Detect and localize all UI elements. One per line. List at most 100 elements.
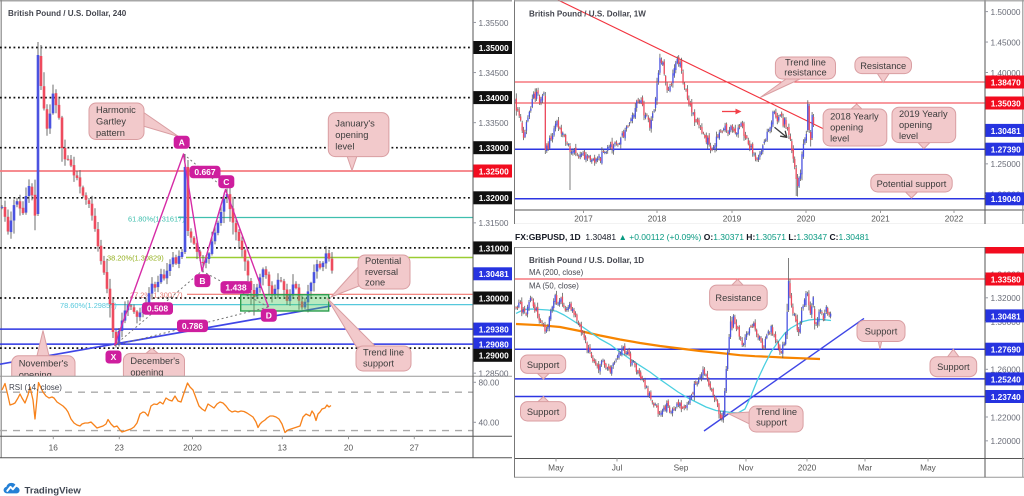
svg-text:Jul: Jul [612, 463, 623, 473]
svg-text:support: support [363, 359, 394, 369]
svg-text:1.27390: 1.27390 [991, 145, 1021, 155]
svg-text:0.667: 0.667 [194, 167, 216, 177]
svg-text:2019 Yearly: 2019 Yearly [899, 109, 948, 119]
svg-text:1.34000: 1.34000 [479, 93, 509, 103]
svg-text:80.00: 80.00 [479, 378, 500, 388]
svg-text:1.35500: 1.35500 [479, 18, 509, 28]
svg-text:Gartley: Gartley [96, 117, 126, 127]
svg-text:resistance: resistance [784, 68, 826, 78]
svg-text:2021: 2021 [871, 214, 890, 224]
svg-text:1.19040: 1.19040 [991, 194, 1021, 204]
svg-text:level: level [335, 141, 354, 151]
svg-text:level: level [899, 131, 918, 141]
svg-text:MA (200, close): MA (200, close) [529, 268, 584, 277]
svg-text:opening: opening [899, 120, 932, 130]
svg-text:opening: opening [19, 370, 52, 380]
svg-text:1.50000: 1.50000 [991, 7, 1021, 17]
svg-text:1.23740: 1.23740 [991, 392, 1021, 402]
svg-text:1.33000: 1.33000 [479, 143, 509, 153]
svg-text:Trend line: Trend line [363, 348, 404, 358]
svg-text:1.25000: 1.25000 [991, 159, 1021, 169]
svg-text:D: D [266, 311, 272, 321]
svg-text:Nov: Nov [739, 463, 755, 473]
svg-text:Potential support: Potential support [877, 179, 947, 189]
svg-text:61.80%(1.31617): 61.80%(1.31617) [128, 215, 185, 224]
svg-text:C: C [223, 177, 229, 187]
svg-text:1.27690: 1.27690 [991, 345, 1021, 355]
svg-text:38.20%(1.30829): 38.20%(1.30829) [107, 254, 164, 263]
svg-text:1.30000: 1.30000 [479, 293, 509, 303]
svg-text:May: May [548, 463, 565, 473]
svg-text:Harmonic: Harmonic [96, 105, 136, 115]
svg-text:1.34500: 1.34500 [479, 68, 509, 78]
svg-text:British Pound / U.S. Dollar, 1: British Pound / U.S. Dollar, 1W [529, 10, 646, 19]
svg-text:1.45000: 1.45000 [991, 37, 1021, 47]
svg-text:2022: 2022 [945, 214, 964, 224]
svg-text:pattern: pattern [96, 128, 125, 138]
svg-text:1.35000: 1.35000 [479, 43, 509, 53]
svg-text:British Pound / U.S. Dollar, 2: British Pound / U.S. Dollar, 240 [8, 9, 127, 18]
svg-text:1.22000: 1.22000 [991, 412, 1021, 422]
svg-text:2020: 2020 [798, 463, 817, 473]
svg-text:Trend line: Trend line [785, 58, 826, 68]
svg-text:1.20000: 1.20000 [991, 436, 1021, 446]
svg-text:1.29080: 1.29080 [479, 340, 509, 350]
svg-text:1.438: 1.438 [225, 283, 247, 293]
svg-text:Potential: Potential [365, 256, 401, 266]
svg-text:Resistance: Resistance [715, 293, 761, 303]
svg-text:1.25240: 1.25240 [991, 374, 1021, 384]
svg-text:1.31000: 1.31000 [479, 243, 509, 253]
svg-text:November's: November's [19, 358, 69, 368]
svg-text:2017: 2017 [574, 214, 593, 224]
svg-text:1.29380: 1.29380 [479, 325, 509, 335]
svg-text:level: level [830, 134, 849, 144]
svg-text:RSI (14, close): RSI (14, close) [9, 383, 62, 392]
svg-text:0.508: 0.508 [147, 304, 169, 314]
svg-text:1.35030: 1.35030 [991, 98, 1021, 108]
svg-text:Support: Support [527, 407, 560, 417]
svg-text:Support: Support [527, 360, 560, 370]
svg-text:2020: 2020 [797, 214, 816, 224]
svg-text:1.30481: 1.30481 [991, 126, 1021, 136]
svg-text:1.32000: 1.32000 [991, 293, 1021, 303]
svg-text:0.786: 0.786 [182, 321, 204, 331]
svg-text:opening: opening [335, 130, 368, 140]
svg-text:opening: opening [830, 123, 863, 133]
svg-text:Sep: Sep [674, 463, 689, 473]
svg-text:support: support [756, 418, 787, 428]
svg-text:Resistance: Resistance [860, 61, 906, 71]
svg-text:X: X [111, 352, 117, 362]
svg-text:MA (50, close): MA (50, close) [529, 282, 579, 291]
svg-text:1.32500: 1.32500 [479, 166, 509, 176]
svg-text:1.32000: 1.32000 [479, 193, 509, 203]
svg-text:B: B [199, 276, 205, 286]
svg-text:reversal: reversal [365, 267, 398, 277]
svg-text:78.60%(1.29857): 78.60%(1.29857) [60, 301, 117, 310]
svg-text:20: 20 [344, 443, 354, 453]
svg-text:Support: Support [865, 327, 898, 337]
svg-text:FX:GBPUSD, 1D 1.30481 ▲ +0.00: FX:GBPUSD, 1D 1.30481 ▲ +0.00112 (+0.09%… [515, 232, 869, 242]
svg-text:23: 23 [115, 443, 125, 453]
svg-text:1.30481: 1.30481 [479, 269, 509, 279]
svg-text:1.29000: 1.29000 [479, 351, 509, 361]
svg-text:1.30481: 1.30481 [991, 311, 1021, 321]
svg-text:Support: Support [937, 362, 970, 372]
svg-text:2018: 2018 [648, 214, 667, 224]
svg-text:40.00: 40.00 [479, 418, 500, 428]
svg-text:1.33500: 1.33500 [479, 118, 509, 128]
svg-text:2018 Yearly: 2018 Yearly [830, 112, 879, 122]
svg-text:British Pound / U.S. Dollar, 1: British Pound / U.S. Dollar, 1D [529, 256, 644, 265]
svg-text:27.2%(1.30077): 27.2%(1.30077) [130, 291, 183, 300]
svg-text:2019: 2019 [723, 214, 742, 224]
svg-text:A: A [179, 138, 185, 148]
svg-text:16: 16 [49, 443, 59, 453]
svg-text:January's: January's [335, 118, 375, 128]
svg-text:zone: zone [365, 278, 385, 288]
svg-text:1.31500: 1.31500 [479, 218, 509, 228]
svg-text:2020: 2020 [183, 443, 202, 453]
svg-text:Trend line: Trend line [756, 407, 797, 417]
svg-text:13: 13 [278, 443, 288, 453]
svg-text:May: May [920, 463, 937, 473]
svg-text:1.38470: 1.38470 [991, 77, 1021, 87]
svg-text:TradingView: TradingView [25, 485, 82, 496]
